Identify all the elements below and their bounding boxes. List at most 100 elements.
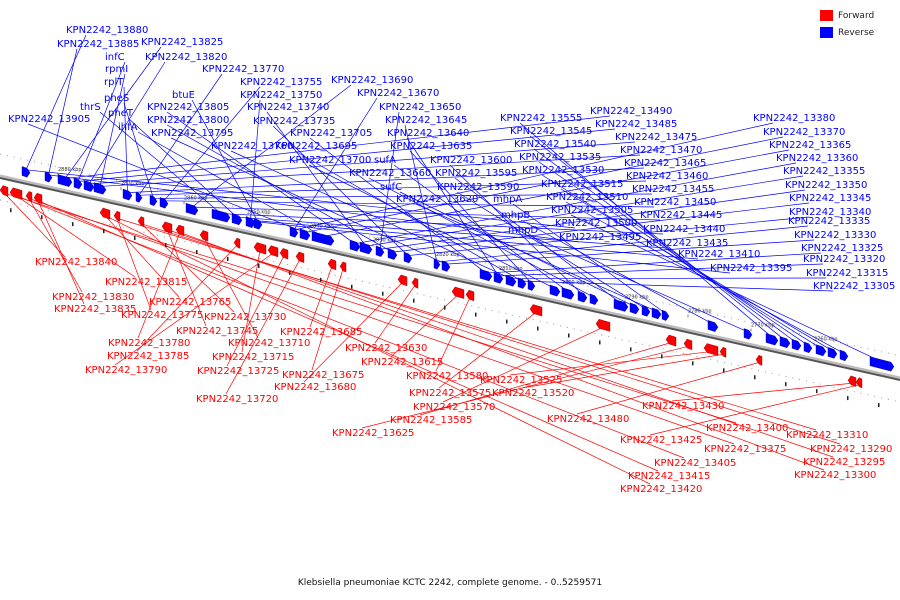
reverse-leader-line xyxy=(293,122,774,231)
reverse-leader-line xyxy=(454,177,622,304)
forward-gene-label: KPN2242_13835 xyxy=(54,304,136,315)
track-mark xyxy=(103,229,105,234)
forward-gene-arrow xyxy=(199,230,209,242)
reverse-gene-arrow xyxy=(641,305,651,317)
forward-leader-line xyxy=(28,198,83,293)
forward-leader-line xyxy=(140,223,235,313)
gene-labels: KPN2242_13880 KPN2242_13885 KPN2242_13825i… xyxy=(8,25,895,495)
forward-gene-label: KPN2242_13310 xyxy=(786,430,868,441)
reverse-gene-arrow xyxy=(561,287,575,300)
reverse-leader-line xyxy=(529,135,786,341)
reverse-gene-label: KPN2242_13500 xyxy=(555,218,637,229)
track-mark xyxy=(227,256,229,261)
reverse-leader-line xyxy=(368,177,595,298)
reverse-gene-label: KPN2242_13660 xyxy=(349,168,431,179)
reverse-gene-arrow xyxy=(517,277,527,289)
reverse-gene-label: KPN2242_13740 xyxy=(247,102,329,113)
reverse-gene-label: KPN2242_13650 xyxy=(379,102,461,113)
reverse-leader-line xyxy=(533,148,797,344)
reverse-leader-line xyxy=(393,164,569,292)
forward-gene-label: KPN2242_13680 xyxy=(274,382,356,393)
forward-gene-label: KPN2242_13430 xyxy=(642,401,724,412)
reverse-gene-arrow xyxy=(629,302,640,315)
reverse-gene-label: KPN2242_13705 xyxy=(290,128,372,139)
ruler-label: 2820 kbp xyxy=(436,252,460,258)
ruler-label: 2780 kbp xyxy=(688,308,712,314)
forward-leader-line xyxy=(114,252,274,366)
track-mark xyxy=(444,305,446,310)
track-mark xyxy=(134,236,136,241)
forward-leader-line xyxy=(116,217,817,431)
forward-gene-label: KPN2242_13425 xyxy=(620,435,702,446)
reverse-gene-arrow xyxy=(651,307,662,320)
reverse-gene-label: KPN2242_13395 xyxy=(710,263,792,274)
reverse-gene-arrow xyxy=(231,213,243,226)
reverse-leader-line xyxy=(191,84,352,208)
reverse-gene-label: KPN2242_13640 xyxy=(387,128,469,139)
reverse-gene-arrow xyxy=(743,328,753,340)
reverse-gene-label: KPN2242_13555 xyxy=(500,113,582,124)
track-mark xyxy=(72,222,74,227)
forward-leader-line xyxy=(671,382,853,402)
forward-gene-label: KPN2242_13520 xyxy=(492,388,574,399)
reverse-gene-arrow xyxy=(549,284,561,297)
reverse-leader-line xyxy=(404,124,438,263)
reverse-gene-label: KPN2242_13905 xyxy=(8,114,90,125)
forward-gene-label: KPN2242_13840 xyxy=(35,257,117,268)
reverse-leader-line xyxy=(415,203,657,312)
forward-gene-label: KPN2242_13405 xyxy=(654,458,736,469)
forward-gene-label: KPN2242_13630 xyxy=(345,343,427,354)
forward-leader-line xyxy=(374,284,416,344)
forward-gene-arrow xyxy=(529,304,543,317)
reverse-gene-arrow xyxy=(73,177,83,190)
reverse-gene-arrow xyxy=(827,347,838,359)
reverse-gene-arrow xyxy=(57,174,73,187)
forward-gene-label: KPN2242_13300 xyxy=(794,470,876,481)
forward-leader-line xyxy=(15,195,136,278)
forward-leader-line xyxy=(104,215,651,485)
reverse-gene-label: sufC xyxy=(380,182,402,193)
reverse-gene-label: KPN2242_13760 xyxy=(211,141,293,152)
reverse-gene-label: KPN2242_13880 xyxy=(66,25,148,36)
reverse-leader-line xyxy=(191,206,661,221)
ruler-label: 2850 kbp xyxy=(247,209,271,215)
reverse-gene-label: KPN2242_13490 xyxy=(590,106,672,117)
reverse-gene-arrow xyxy=(359,242,373,255)
reverse-leader-line xyxy=(510,277,827,280)
reverse-leader-line xyxy=(99,154,641,187)
reverse-gene-arrow xyxy=(253,218,263,230)
forward-gene-label: KPN2242_13625 xyxy=(332,428,414,439)
reverse-leader-line xyxy=(392,202,810,253)
reverse-gene-label: ihfA xyxy=(118,122,138,133)
reverse-leader-line xyxy=(99,111,222,214)
forward-gene-arrow xyxy=(451,286,465,299)
reverse-gene-arrow xyxy=(791,338,802,351)
reverse-leader-line xyxy=(127,167,645,193)
reverse-gene-arrow xyxy=(149,194,158,206)
reverse-gene-label: KPN2242_13450 xyxy=(634,197,716,208)
forward-gene-label: KPN2242_13415 xyxy=(628,471,710,482)
reverse-gene-arrow xyxy=(299,228,311,241)
forward-gene-arrow xyxy=(267,245,279,258)
forward-gene-label: KPN2242_13765 xyxy=(149,297,231,308)
reverse-leader-line xyxy=(48,48,78,175)
forward-gene-label: KPN2242_13290 xyxy=(810,444,892,455)
forward-gene-label: KPN2242_13780 xyxy=(108,338,190,349)
reverse-gene-arrow xyxy=(211,208,231,223)
forward-leader-line xyxy=(179,232,825,471)
reverse-leader-line xyxy=(250,99,261,221)
axis-shadow xyxy=(0,174,900,380)
track-mark xyxy=(382,291,384,296)
reverse-gene-label: KPN2242_13770 xyxy=(202,64,284,75)
forward-leader-line xyxy=(3,192,737,424)
reverse-gene-arrow xyxy=(93,182,107,195)
reverse-gene-label: KPN2242_13620 xyxy=(396,194,478,205)
ruler-label: 2870 kbp xyxy=(121,181,145,187)
reverse-leader-line xyxy=(64,115,611,179)
forward-gene-label: KPN2242_13615 xyxy=(361,357,443,368)
reverse-gene-arrow xyxy=(44,171,53,183)
reverse-gene-label: KPN2242_13515 xyxy=(541,179,623,190)
reverse-gene-label: KPN2242_13345 xyxy=(789,193,871,204)
track-mark xyxy=(785,382,787,387)
forward-gene-label: KPN2242_13720 xyxy=(196,394,278,405)
